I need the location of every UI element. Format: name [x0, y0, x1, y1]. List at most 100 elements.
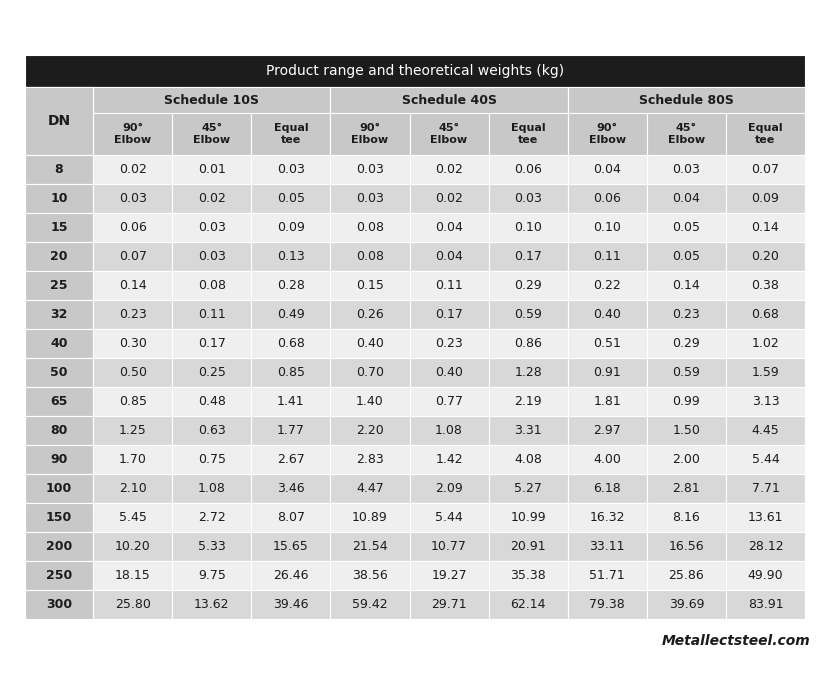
- Bar: [726, 503, 805, 532]
- Text: 0.05: 0.05: [672, 221, 701, 234]
- Text: 0.30: 0.30: [119, 337, 147, 350]
- Text: 1.08: 1.08: [435, 424, 463, 437]
- Bar: [726, 184, 805, 213]
- Bar: [172, 387, 251, 416]
- Bar: [251, 590, 330, 619]
- Text: 1.70: 1.70: [119, 453, 147, 466]
- Bar: [330, 387, 409, 416]
- Text: 18.15: 18.15: [115, 569, 150, 582]
- Text: 0.05: 0.05: [277, 192, 305, 205]
- Bar: [647, 503, 726, 532]
- Bar: [172, 532, 251, 561]
- Text: 80: 80: [51, 424, 68, 437]
- Bar: [330, 532, 409, 561]
- Bar: [251, 474, 330, 503]
- Bar: [25, 416, 93, 445]
- Text: 0.20: 0.20: [751, 250, 779, 263]
- Bar: [330, 561, 409, 590]
- Text: 0.23: 0.23: [119, 308, 147, 321]
- Text: 0.14: 0.14: [752, 221, 779, 234]
- Text: 25.80: 25.80: [115, 598, 150, 611]
- Text: 1.42: 1.42: [435, 453, 463, 466]
- Text: 0.04: 0.04: [435, 250, 463, 263]
- Text: 0.03: 0.03: [198, 221, 226, 234]
- Bar: [251, 416, 330, 445]
- Bar: [172, 113, 251, 155]
- Bar: [251, 242, 330, 271]
- Text: 0.04: 0.04: [672, 192, 701, 205]
- Text: 16.32: 16.32: [589, 511, 625, 524]
- Bar: [93, 329, 172, 358]
- Text: 7.71: 7.71: [751, 482, 779, 495]
- Bar: [409, 387, 489, 416]
- Bar: [726, 445, 805, 474]
- Text: 29.71: 29.71: [432, 598, 466, 611]
- Bar: [726, 387, 805, 416]
- Text: 90: 90: [51, 453, 68, 466]
- Text: 1.50: 1.50: [672, 424, 701, 437]
- Bar: [647, 561, 726, 590]
- Bar: [93, 87, 330, 113]
- Text: 0.08: 0.08: [198, 279, 226, 292]
- Bar: [25, 213, 93, 242]
- Text: 0.23: 0.23: [672, 308, 701, 321]
- Text: 0.17: 0.17: [435, 308, 463, 321]
- Bar: [726, 532, 805, 561]
- Bar: [93, 474, 172, 503]
- Bar: [647, 532, 726, 561]
- Bar: [647, 113, 726, 155]
- Text: 0.05: 0.05: [672, 250, 701, 263]
- Bar: [330, 184, 409, 213]
- Bar: [330, 300, 409, 329]
- Bar: [93, 213, 172, 242]
- Text: 79.38: 79.38: [589, 598, 625, 611]
- Text: 26.46: 26.46: [273, 569, 309, 582]
- Text: 2.19: 2.19: [515, 395, 542, 408]
- Bar: [726, 300, 805, 329]
- Text: 3.13: 3.13: [752, 395, 779, 408]
- Bar: [330, 155, 409, 184]
- Text: 0.13: 0.13: [277, 250, 305, 263]
- Bar: [489, 242, 568, 271]
- Bar: [568, 416, 647, 445]
- Bar: [172, 358, 251, 387]
- Bar: [409, 474, 489, 503]
- Text: 0.08: 0.08: [356, 221, 384, 234]
- Bar: [409, 242, 489, 271]
- Text: 1.02: 1.02: [752, 337, 779, 350]
- Bar: [172, 474, 251, 503]
- Bar: [489, 155, 568, 184]
- Text: 20: 20: [51, 250, 68, 263]
- Text: 0.68: 0.68: [277, 337, 305, 350]
- Bar: [726, 590, 805, 619]
- Text: 65: 65: [51, 395, 68, 408]
- Bar: [568, 358, 647, 387]
- Text: 51.71: 51.71: [589, 569, 625, 582]
- Text: Metallectsteel.com: Metallectsteel.com: [662, 634, 810, 648]
- Bar: [93, 387, 172, 416]
- Text: 13.62: 13.62: [194, 598, 230, 611]
- Text: Product range and theoretical weights (kg): Product range and theoretical weights (k…: [266, 64, 564, 78]
- Text: 0.03: 0.03: [277, 163, 305, 176]
- Bar: [409, 358, 489, 387]
- Text: 45°
Elbow: 45° Elbow: [193, 124, 230, 144]
- Text: 2.72: 2.72: [198, 511, 226, 524]
- Text: 0.01: 0.01: [198, 163, 226, 176]
- Text: 39.46: 39.46: [273, 598, 309, 611]
- Bar: [25, 55, 805, 87]
- Bar: [251, 561, 330, 590]
- Bar: [251, 300, 330, 329]
- Text: 0.14: 0.14: [672, 279, 701, 292]
- Text: 2.09: 2.09: [435, 482, 463, 495]
- Text: 0.77: 0.77: [435, 395, 463, 408]
- Bar: [568, 213, 647, 242]
- Text: 15: 15: [51, 221, 68, 234]
- Bar: [330, 113, 409, 155]
- Text: 0.85: 0.85: [277, 366, 305, 379]
- Text: 0.63: 0.63: [198, 424, 226, 437]
- Text: 0.22: 0.22: [593, 279, 621, 292]
- Text: 33.11: 33.11: [589, 540, 625, 553]
- Bar: [25, 87, 93, 155]
- Text: 0.03: 0.03: [672, 163, 701, 176]
- Text: 39.69: 39.69: [669, 598, 704, 611]
